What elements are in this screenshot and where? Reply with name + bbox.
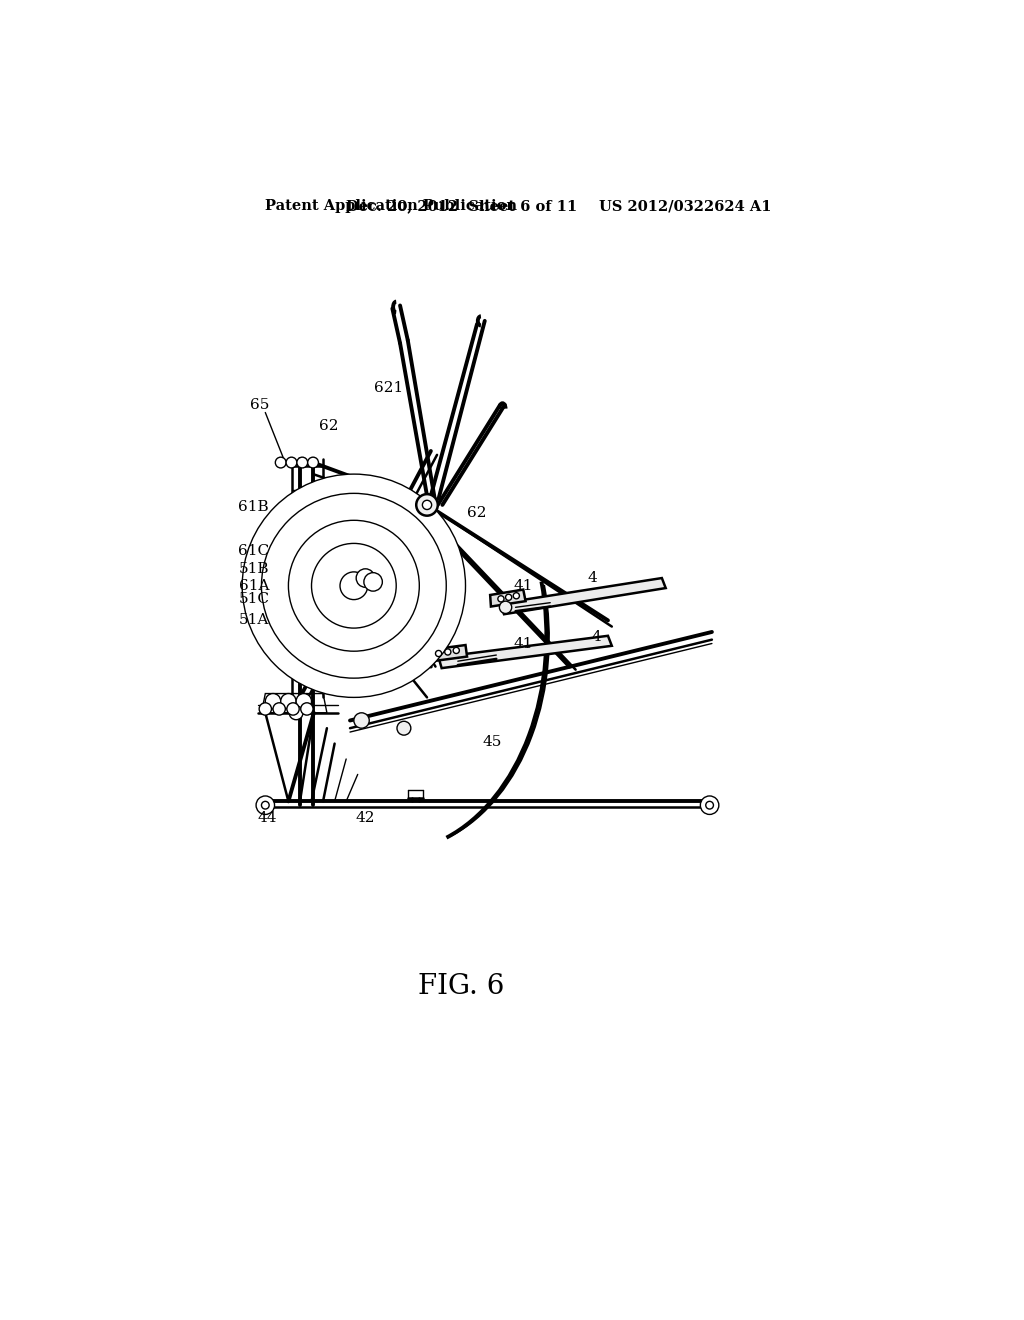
Circle shape	[296, 586, 307, 598]
Circle shape	[281, 693, 296, 709]
Circle shape	[296, 693, 311, 709]
Circle shape	[289, 706, 303, 719]
Text: FIG. 6: FIG. 6	[419, 973, 505, 999]
Text: 44: 44	[258, 812, 278, 825]
Text: 61B: 61B	[239, 500, 269, 515]
Circle shape	[289, 498, 301, 510]
Circle shape	[422, 500, 432, 510]
Polygon shape	[438, 636, 611, 668]
Circle shape	[513, 593, 519, 599]
Circle shape	[296, 549, 307, 561]
Text: 62: 62	[467, 506, 486, 520]
Text: 45: 45	[482, 735, 502, 748]
Circle shape	[289, 520, 419, 651]
Circle shape	[301, 702, 313, 715]
Text: 41: 41	[513, 578, 534, 593]
Text: 51A: 51A	[239, 614, 269, 627]
Circle shape	[435, 651, 441, 656]
Circle shape	[275, 457, 286, 469]
Circle shape	[289, 599, 300, 610]
Circle shape	[397, 721, 411, 735]
Circle shape	[500, 601, 512, 614]
Circle shape	[454, 647, 460, 653]
Circle shape	[706, 801, 714, 809]
Text: Patent Application Publication: Patent Application Publication	[265, 199, 517, 213]
Circle shape	[289, 586, 300, 598]
Text: 61C: 61C	[239, 544, 269, 558]
Circle shape	[289, 569, 300, 579]
Circle shape	[297, 457, 307, 469]
Circle shape	[444, 649, 451, 655]
Circle shape	[364, 573, 382, 591]
Circle shape	[273, 702, 286, 715]
Circle shape	[261, 494, 446, 678]
Circle shape	[289, 512, 301, 525]
Circle shape	[296, 569, 307, 579]
Text: 65: 65	[250, 397, 269, 412]
Text: Dec. 20, 2012  Sheet 6 of 11: Dec. 20, 2012 Sheet 6 of 11	[346, 199, 578, 213]
Text: 4: 4	[588, 572, 597, 585]
Circle shape	[286, 457, 297, 469]
Circle shape	[700, 796, 719, 814]
Text: US 2012/0322624 A1: US 2012/0322624 A1	[599, 199, 771, 213]
Circle shape	[311, 544, 396, 628]
Circle shape	[289, 528, 301, 540]
Text: 41: 41	[513, 636, 534, 651]
Circle shape	[340, 572, 368, 599]
Circle shape	[243, 474, 466, 697]
Text: 42: 42	[355, 812, 375, 825]
Text: 51B: 51B	[239, 562, 269, 576]
Circle shape	[259, 702, 271, 715]
Text: 621: 621	[374, 381, 403, 395]
Circle shape	[506, 594, 512, 601]
Polygon shape	[431, 645, 467, 661]
Circle shape	[498, 595, 504, 602]
Polygon shape	[500, 578, 666, 614]
Circle shape	[256, 796, 274, 814]
Circle shape	[261, 801, 269, 809]
Circle shape	[265, 693, 281, 709]
Text: 61A: 61A	[239, 578, 269, 593]
Circle shape	[296, 599, 307, 610]
Circle shape	[354, 713, 370, 729]
Text: 4: 4	[592, 631, 601, 644]
Circle shape	[287, 702, 299, 715]
Circle shape	[356, 569, 375, 587]
Text: 51C: 51C	[239, 591, 269, 606]
Circle shape	[289, 549, 300, 561]
Polygon shape	[490, 590, 525, 607]
Text: 62: 62	[319, 420, 339, 433]
Circle shape	[307, 457, 318, 469]
Circle shape	[416, 494, 438, 516]
